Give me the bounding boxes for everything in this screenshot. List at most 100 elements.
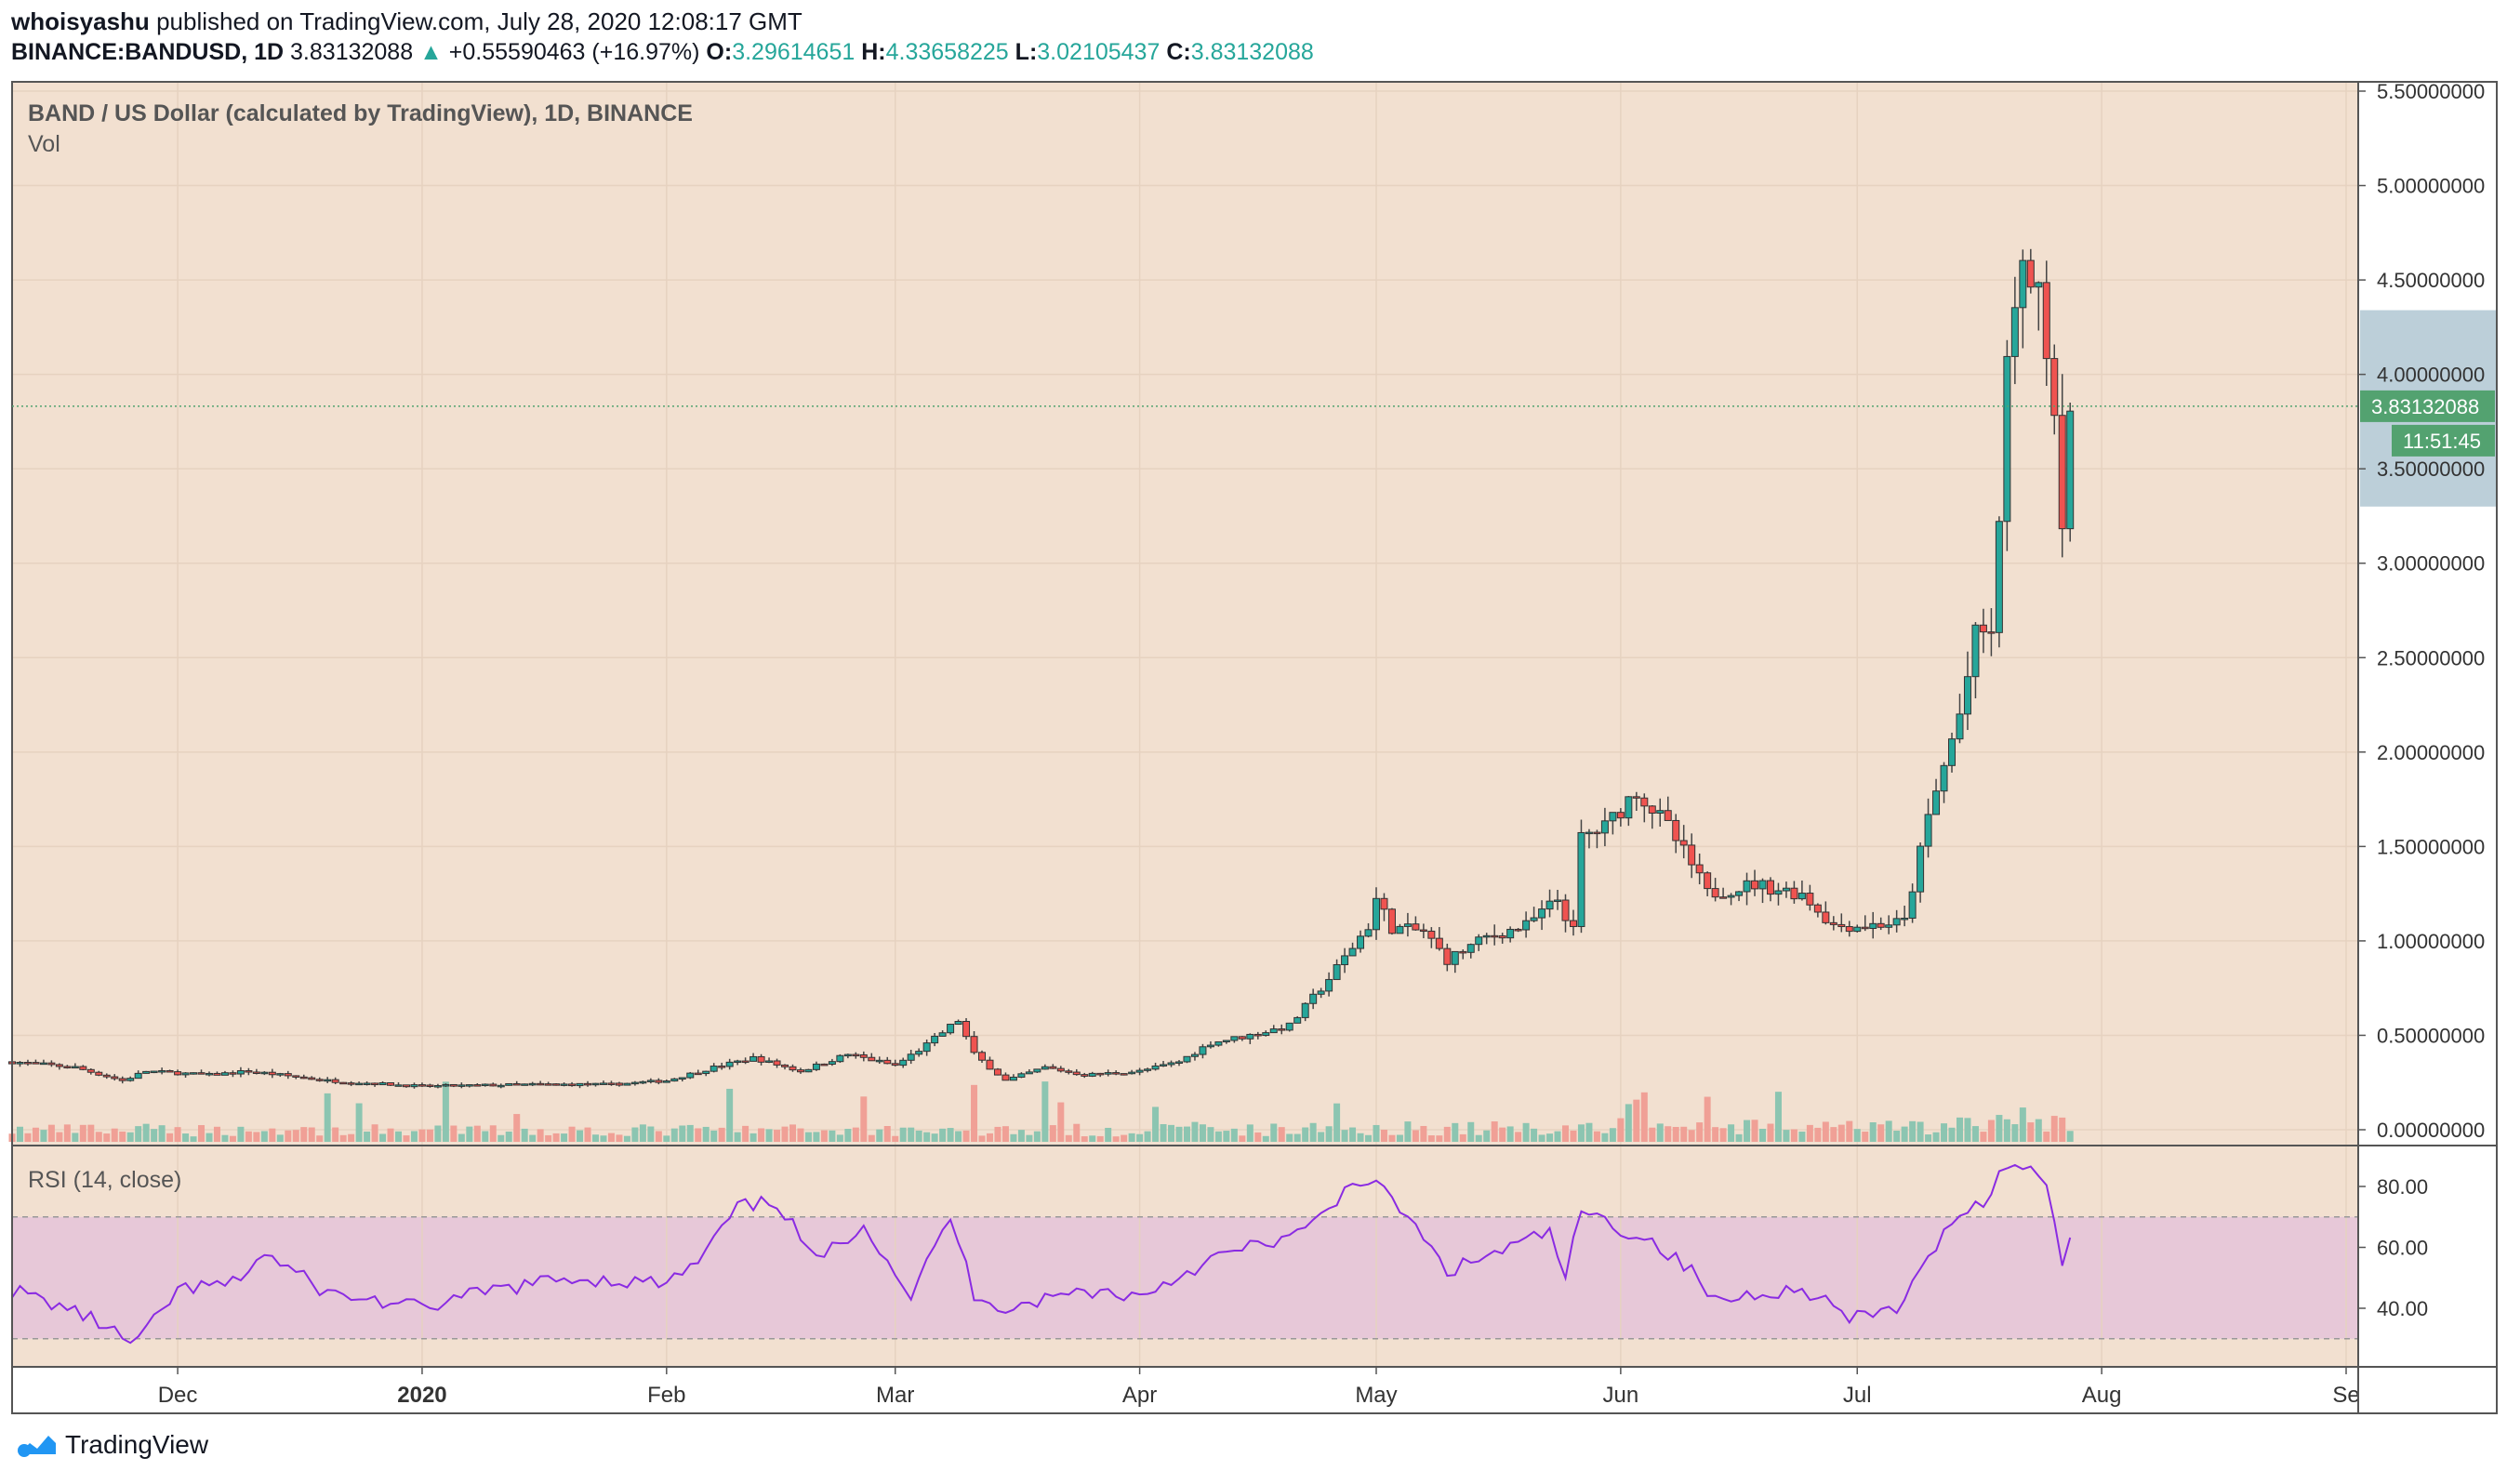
volume-bar	[1404, 1121, 1412, 1142]
volume-bar	[876, 1129, 883, 1142]
candle-body	[1041, 1066, 1049, 1070]
volume-bar	[1349, 1127, 1357, 1142]
volume-bar	[1719, 1128, 1727, 1142]
candle-body	[1096, 1072, 1105, 1076]
price-change: +0.55590463 (+16.97%)	[448, 39, 700, 65]
cloud-icon	[18, 1436, 56, 1457]
rsi-label: RSI (14, close)	[28, 1167, 181, 1193]
candle-body	[630, 1081, 639, 1085]
volume-bar	[1443, 1126, 1451, 1142]
volume-bar	[1649, 1127, 1656, 1142]
tradingview-logo[interactable]: TradingView	[13, 1430, 208, 1460]
candle-body	[741, 1060, 749, 1064]
volume-bar	[1830, 1127, 1837, 1142]
candle-body	[1135, 1069, 1144, 1073]
volume-bar	[1396, 1134, 1403, 1142]
candle-body	[1278, 1028, 1286, 1031]
candle-body	[23, 1062, 32, 1065]
candle-body	[907, 1053, 915, 1061]
candle-body	[1774, 890, 1783, 895]
candle-body	[1498, 934, 1506, 939]
volume-bar	[339, 1134, 347, 1142]
candle-body	[852, 1053, 860, 1057]
volume-bar	[237, 1126, 245, 1142]
time-tick-label: Dec	[158, 1383, 198, 1408]
candle-body	[1979, 624, 1987, 633]
candle-body	[1419, 929, 1427, 933]
candle-body	[694, 1072, 702, 1076]
volume-bar	[1846, 1120, 1853, 1142]
candle-body	[481, 1083, 489, 1087]
candle-body	[1238, 1036, 1246, 1040]
candle-body	[749, 1055, 758, 1062]
candle-body	[197, 1072, 206, 1075]
volume-bar	[702, 1126, 710, 1142]
price-tick-label: 3.00000000	[2377, 552, 2485, 576]
candle-body	[1025, 1071, 1033, 1075]
volume-bar	[1538, 1134, 1545, 1142]
candle-body	[1427, 930, 1436, 939]
volume-bar	[1941, 1123, 1948, 1142]
price-tick-label: 4.50000000	[2377, 269, 2485, 292]
volume-bar	[1798, 1132, 1806, 1142]
volume-bar	[797, 1128, 804, 1142]
high-value: 4.33658225	[885, 39, 1009, 65]
candle-body	[820, 1063, 829, 1067]
volume-bar	[1996, 1115, 2003, 1142]
volume-bar	[2011, 1124, 2019, 1142]
candle-body	[1403, 923, 1412, 927]
volume-bar	[387, 1128, 394, 1142]
volume-bar	[497, 1134, 505, 1142]
volume-bar	[174, 1127, 181, 1142]
volume-bar	[1593, 1131, 1600, 1142]
author-name[interactable]: whoisyashu	[11, 7, 150, 35]
volume-bar	[1420, 1125, 1427, 1142]
candle-body	[1033, 1068, 1041, 1073]
candle-body	[1782, 887, 1790, 892]
candle-body	[1230, 1036, 1239, 1041]
volume-bar	[1783, 1130, 1790, 1142]
candle-body	[1412, 923, 1420, 931]
volume-bar	[1901, 1126, 1908, 1142]
candle-body	[1364, 929, 1373, 937]
candle-body	[734, 1060, 742, 1064]
rsi-line	[11, 1163, 2072, 1345]
volume-bar	[947, 1128, 954, 1142]
volume-bar	[95, 1132, 102, 1142]
candle-body	[1482, 934, 1491, 938]
candle-body	[371, 1082, 379, 1086]
candle-body	[954, 1020, 962, 1026]
volume-bar	[1909, 1120, 1917, 1142]
candle-body	[174, 1071, 182, 1076]
volume-bar	[1790, 1129, 1797, 1142]
candle-body	[584, 1082, 592, 1086]
volume-bar	[2043, 1131, 2050, 1142]
candle-body	[875, 1059, 883, 1063]
volume-bar	[1175, 1126, 1183, 1142]
candle-body	[1348, 947, 1357, 957]
time-tick-label: May	[1355, 1383, 1397, 1408]
candle-body	[1885, 924, 1893, 928]
candle-body	[812, 1063, 820, 1070]
volume-bar	[442, 1081, 449, 1142]
volume-bar	[2050, 1116, 2058, 1142]
volume-bar	[1223, 1131, 1230, 1142]
volume-bar	[1917, 1121, 1924, 1142]
volume-bar	[1633, 1099, 1640, 1142]
volume-bar	[473, 1125, 481, 1142]
volume-bar	[710, 1130, 718, 1142]
candle-body	[449, 1083, 458, 1087]
open-label: O:	[706, 39, 733, 65]
volume-bar	[1625, 1104, 1632, 1142]
volume-bar	[489, 1125, 497, 1142]
candle-body	[1506, 928, 1515, 939]
volume-bar	[686, 1124, 694, 1142]
price-tick-label: 0.00000000	[2377, 1119, 2485, 1142]
volume-bar	[1617, 1118, 1625, 1142]
volume-bar	[482, 1131, 489, 1142]
candle-body	[410, 1084, 418, 1088]
volume-bar	[2003, 1119, 2010, 1142]
candle-body	[32, 1062, 40, 1065]
candle-body	[1466, 944, 1475, 953]
